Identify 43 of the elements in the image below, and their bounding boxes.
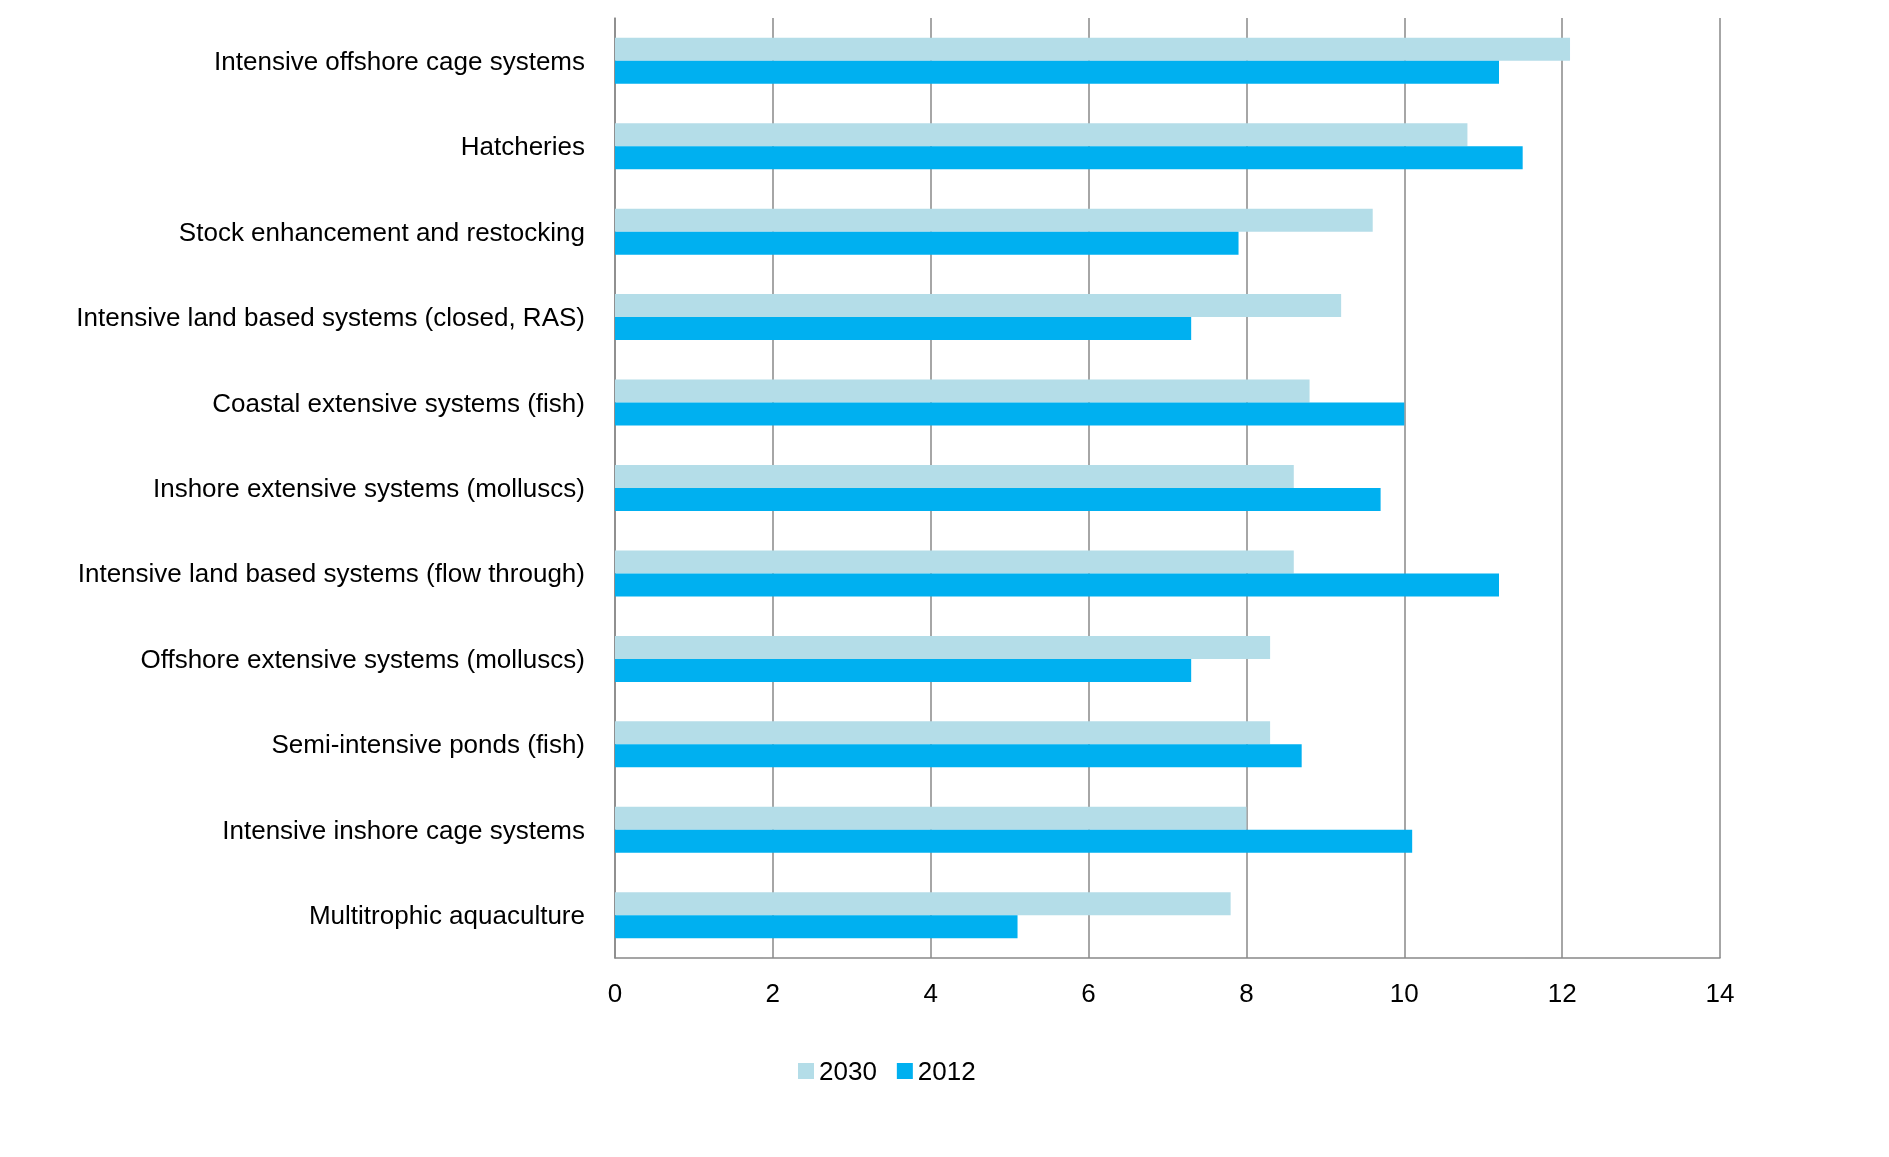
bar <box>615 294 1342 318</box>
y-tick-label: Stock enhancement and restocking <box>178 216 585 247</box>
bar <box>615 402 1405 426</box>
bar <box>615 465 1294 488</box>
bar <box>615 915 1018 939</box>
bar <box>615 488 1381 511</box>
y-tick-label: Intensive land based systems (closed, RAS) <box>76 302 585 333</box>
legend-label: 2012 <box>917 1056 976 1086</box>
y-tick-label: Coastal extensive systems (fish) <box>212 387 585 418</box>
bar <box>615 550 1294 574</box>
bar <box>615 806 1247 830</box>
bar <box>615 744 1302 768</box>
bar <box>615 573 1499 597</box>
x-tick-label: 2 <box>765 978 781 1008</box>
x-tick-label: 14 <box>1705 978 1735 1008</box>
y-tick-label: Offshore extensive systems (molluscs) <box>140 643 585 674</box>
bar <box>615 37 1571 61</box>
legend-label: 2030 <box>819 1056 877 1086</box>
x-tick-label: 12 <box>1547 978 1577 1008</box>
y-tick-label: Hatcheries <box>460 131 585 162</box>
bar <box>615 60 1499 84</box>
bar <box>615 208 1373 232</box>
bar <box>615 635 1271 659</box>
y-tick-label: Multitrophic aquaculture <box>308 900 585 931</box>
x-tick-label: 4 <box>923 978 938 1008</box>
y-tick-label: Intensive offshore cage systems <box>214 45 585 76</box>
y-tick-label: Intensive land based systems (flow through) <box>77 558 585 589</box>
x-tick-label: 0 <box>607 978 623 1008</box>
x-tick-label: 6 <box>1081 978 1096 1008</box>
x-tick-label: 10 <box>1389 978 1419 1008</box>
bar <box>615 123 1468 147</box>
bar <box>615 829 1413 853</box>
bar <box>615 317 1192 341</box>
bar <box>615 658 1192 682</box>
bar <box>615 721 1271 745</box>
x-tick-label: 8 <box>1239 978 1254 1008</box>
y-tick-label: Semi-intensive ponds (fish) <box>271 729 585 760</box>
bar <box>615 379 1310 403</box>
y-tick-label: Inshore extensive systems (molluscs) <box>152 473 585 503</box>
bar <box>615 892 1231 916</box>
y-tick-label: Intensive inshore cage systems <box>222 814 585 845</box>
bar <box>615 146 1523 170</box>
bar <box>615 231 1239 255</box>
